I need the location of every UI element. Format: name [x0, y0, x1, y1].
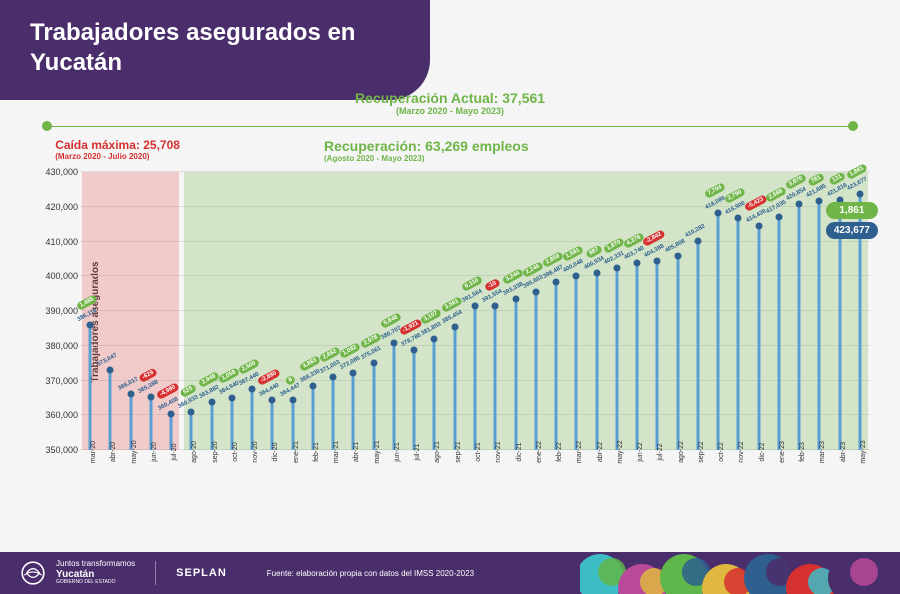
x-tick-label: nov-22: [738, 441, 745, 462]
recovery-top-annotation: Recuperación Actual: 37,561 (Marzo 2020 …: [30, 90, 870, 116]
title-banner: Trabajadores asegurados en Yucatán: [0, 0, 430, 100]
x-tick-label: mar-21: [333, 441, 340, 463]
x-tick-label: feb-23: [799, 442, 806, 462]
caida-annotation: Caída máxima: 25,708 (Marzo 2020 - Julio…: [55, 138, 180, 161]
final-value-callout: 1,861 423,677: [826, 202, 878, 242]
y-tick: 370,000: [45, 376, 78, 386]
x-tick-label: dic-22: [759, 442, 766, 461]
y-tick: 380,000: [45, 341, 78, 351]
x-tick-label: ene-21: [293, 441, 300, 463]
y-tick: 350,000: [45, 445, 78, 455]
y-ticks: 350,000360,000370,000380,000390,000400,0…: [40, 172, 78, 450]
chart-container: Recuperación Actual: 37,561 (Marzo 2020 …: [30, 90, 870, 544]
y-tick: 410,000: [45, 237, 78, 247]
x-tick-label: jul-21: [414, 443, 421, 460]
x-tick-label: nov-21: [495, 441, 502, 462]
x-tick-label: may-22: [617, 440, 624, 463]
x-tick-label: mar-23: [819, 441, 826, 463]
x-tick-label: dic-21: [516, 442, 523, 461]
x-tick-label: may-20: [131, 440, 138, 463]
x-tick-label: jun-20: [151, 442, 158, 461]
recovery-top-line2: (Marzo 2020 - Mayo 2023): [30, 106, 870, 116]
recovery-top-line1: Recuperación Actual: 37,561: [30, 90, 870, 106]
mid-annotations: Caída máxima: 25,708 (Marzo 2020 - Julio…: [30, 138, 870, 172]
x-tick-label: sep-21: [455, 441, 462, 462]
y-tick: 390,000: [45, 306, 78, 316]
x-tick-label: jul-22: [657, 443, 664, 460]
y-tick: 430,000: [45, 167, 78, 177]
page-title: Trabajadores asegurados en Yucatán: [30, 18, 400, 78]
x-tick-label: may-21: [374, 440, 381, 463]
x-tick-label: ago-22: [678, 441, 685, 463]
x-tick-label: jun-21: [394, 442, 401, 461]
footer-bar: Juntos transformamos Yucatán GOBIERNO DE…: [0, 552, 900, 594]
x-tick-label: ene-22: [536, 441, 543, 463]
y-tick: 400,000: [45, 271, 78, 281]
x-tick-label: oct-20: [232, 442, 239, 461]
brand-logo: Juntos transformamos Yucatán GOBIERNO DE…: [20, 560, 227, 586]
x-tick-label: abr-22: [597, 442, 604, 462]
x-tick-label: nov-20: [252, 441, 259, 462]
y-tick: 420,000: [45, 202, 78, 212]
seplan-label: SEPLAN: [176, 567, 227, 579]
x-tick-label: sep-22: [698, 441, 705, 462]
x-tick-label: abr-23: [840, 442, 847, 462]
footer-decoration: [580, 538, 900, 594]
separator: [155, 561, 156, 585]
x-tick-label: abr-21: [353, 442, 360, 462]
x-tick-label: mar-22: [576, 441, 583, 463]
x-tick-label: oct-21: [475, 442, 482, 461]
x-tick-label: mar-20: [90, 441, 97, 463]
x-tick-label: ene-23: [779, 441, 786, 463]
yucatan-icon: [20, 560, 46, 586]
x-tick-label: may-23: [860, 440, 867, 463]
x-tick-label: sep-20: [212, 441, 219, 462]
x-tick-label: abr-20: [110, 442, 117, 462]
x-tick-label: ago-20: [191, 441, 198, 463]
plot-area: Trabajadores asegurados 350,000360,00037…: [80, 172, 870, 472]
recuperacion-annotation: Recuperación: 63,269 empleos (Agosto 202…: [324, 138, 529, 163]
source-text: Fuente: elaboración propia con datos del…: [267, 569, 474, 578]
x-tick-label: ago-21: [434, 441, 441, 463]
brand-text: Juntos transformamos Yucatán GOBIERNO DE…: [56, 560, 135, 585]
y-tick: 360,000: [45, 410, 78, 420]
callout-total: 423,677: [826, 222, 878, 239]
lollipop-series: 386,1161,485373,047366,017365,388-629360…: [80, 172, 870, 450]
span-indicator: [30, 120, 870, 132]
x-tick-label: oct-22: [718, 442, 725, 461]
x-tick-label: dic-20: [272, 442, 279, 461]
x-tick-label: feb-22: [556, 442, 563, 462]
callout-delta: 1,861: [826, 202, 878, 219]
x-axis-labels: mar-20abr-20may-20jun-20jul-20ago-20sep-…: [80, 450, 870, 472]
x-tick-label: jun-22: [637, 442, 644, 461]
x-tick-label: jul-20: [171, 443, 178, 460]
x-tick-label: feb-21: [313, 442, 320, 462]
